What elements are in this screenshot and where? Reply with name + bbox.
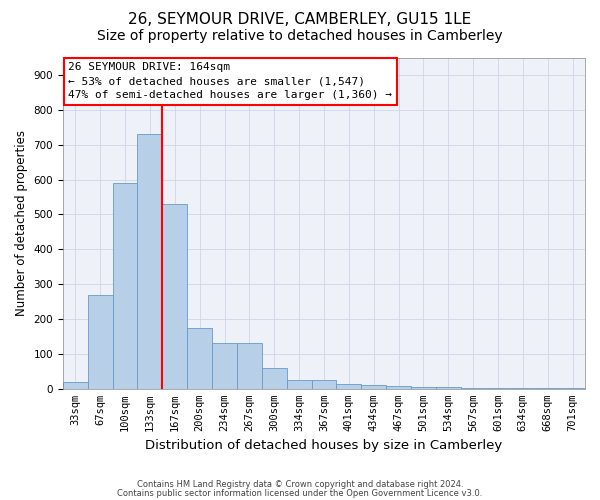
Y-axis label: Number of detached properties: Number of detached properties (15, 130, 28, 316)
Bar (163, 204, 187, 389)
Bar (262, 368, 287, 389)
Bar (88, 294, 113, 389)
Bar (386, 386, 411, 389)
Bar (311, 380, 337, 389)
Bar (436, 388, 461, 389)
Bar (461, 388, 485, 389)
Bar (337, 384, 361, 389)
Bar (237, 344, 262, 389)
Bar (137, 134, 163, 389)
Bar (287, 380, 311, 389)
Bar (485, 388, 511, 389)
Bar (63, 382, 88, 389)
Text: 26 SEYMOUR DRIVE: 164sqm
← 53% of detached houses are smaller (1,547)
47% of sem: 26 SEYMOUR DRIVE: 164sqm ← 53% of detach… (68, 62, 392, 100)
Text: Contains HM Land Registry data © Crown copyright and database right 2024.: Contains HM Land Registry data © Crown c… (137, 480, 463, 489)
Bar (511, 388, 535, 389)
Bar (560, 388, 585, 389)
Bar (113, 183, 137, 389)
Bar (187, 328, 212, 389)
X-axis label: Distribution of detached houses by size in Camberley: Distribution of detached houses by size … (145, 440, 503, 452)
Bar (411, 387, 436, 389)
Bar (361, 386, 386, 389)
Text: Size of property relative to detached houses in Camberley: Size of property relative to detached ho… (97, 29, 503, 43)
Text: Contains public sector information licensed under the Open Government Licence v3: Contains public sector information licen… (118, 489, 482, 498)
Bar (212, 344, 237, 389)
Text: 26, SEYMOUR DRIVE, CAMBERLEY, GU15 1LE: 26, SEYMOUR DRIVE, CAMBERLEY, GU15 1LE (128, 12, 472, 28)
